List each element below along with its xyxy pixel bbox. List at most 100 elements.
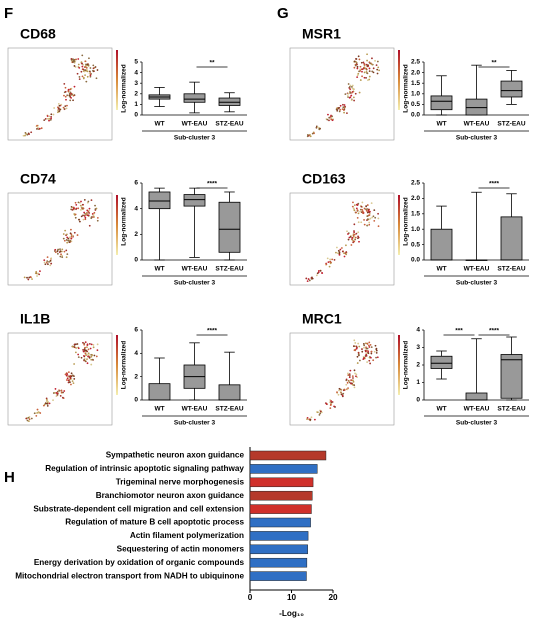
umap-dot (357, 72, 360, 75)
bar-label: Sequestering of actin monomers (117, 544, 245, 553)
umap-dot (74, 216, 77, 219)
umap-dot (87, 352, 90, 355)
umap-dot (68, 236, 71, 239)
x-tick-label: STZ-EAU (215, 406, 243, 413)
umap-dot (71, 209, 74, 211)
umap-dot (22, 134, 25, 137)
y-tick-label: 0.5 (411, 101, 420, 108)
umap-dot (66, 104, 68, 107)
y-tick-label: 0 (416, 397, 420, 404)
umap-dot (376, 60, 379, 63)
umap-dot (89, 75, 92, 78)
umap-dot (355, 58, 358, 60)
umap-dot (331, 258, 334, 261)
umap-dot (53, 391, 56, 394)
umap-dot (338, 389, 340, 392)
umap-dot (66, 376, 69, 378)
umap-dot (35, 270, 38, 273)
umap-dot (96, 349, 99, 352)
umap-dot (64, 95, 67, 98)
umap-dot (363, 223, 366, 226)
umap-dot (36, 408, 39, 411)
umap-dot (76, 234, 79, 236)
umap-dot (345, 253, 348, 256)
x-tick-label: WT-EAU (464, 121, 490, 128)
umap-dot (96, 69, 99, 71)
umap-dot (370, 350, 373, 353)
umap-dot (56, 252, 59, 255)
umap-dot (93, 211, 96, 214)
umap-dot (343, 111, 345, 114)
umap-dot (337, 393, 340, 396)
umap-dot (73, 378, 76, 380)
umap-dot (62, 237, 65, 240)
umap-dot (87, 214, 90, 217)
umap-dot (73, 375, 75, 378)
umap-dot (329, 403, 332, 406)
umap-dot (44, 263, 47, 266)
umap-dot (375, 356, 377, 359)
umap-dot (356, 362, 359, 364)
bar-label: Mitochondrial electron transport from NA… (15, 571, 244, 580)
umap-dot (359, 65, 362, 68)
umap-dot (86, 63, 89, 66)
umap-dot (49, 119, 52, 121)
umap-dot (39, 270, 41, 273)
bar-label: Regulation of mature B cell apoptotic pr… (65, 518, 244, 527)
umap-dot (353, 60, 356, 63)
umap-dot (63, 82, 66, 85)
umap-dot (80, 206, 83, 209)
box (183, 93, 206, 103)
umap-dot (306, 133, 309, 136)
box (500, 216, 523, 261)
umap-dot (306, 418, 308, 421)
umap-dot (352, 234, 355, 237)
gene-title: IL1B (20, 311, 50, 327)
umap-dot (48, 119, 50, 122)
umap-dot (86, 346, 88, 349)
umap-dot (346, 230, 348, 233)
bar (249, 504, 312, 514)
umap-dot (354, 92, 357, 95)
umap-dot (374, 59, 376, 62)
significance-label: **** (207, 181, 218, 188)
umap-dot (61, 256, 64, 259)
umap-dot (92, 64, 95, 67)
umap-dot (80, 200, 82, 203)
umap-dot (327, 261, 330, 263)
y-tick-label: 0.0 (411, 112, 420, 119)
x-tick-label: WT-EAU (182, 406, 208, 413)
umap-dot (352, 201, 354, 204)
umap-dot (77, 58, 80, 60)
umap-dot (347, 238, 350, 241)
umap-dot (356, 76, 359, 79)
box (218, 97, 241, 106)
umap-dot (82, 68, 85, 71)
y-tick-label: 2 (134, 373, 138, 380)
umap-dot (326, 257, 329, 260)
umap-dot (89, 347, 92, 350)
umap-dot (80, 209, 82, 211)
umap-dot (34, 272, 37, 275)
umap-dot (342, 389, 345, 392)
umap-dot (43, 259, 46, 262)
umap-dot (358, 345, 361, 348)
umap-dot (325, 263, 328, 266)
umap-dot (81, 54, 84, 57)
umap-dot (69, 91, 72, 94)
umap-dot (331, 115, 334, 118)
umap-dot (38, 273, 41, 276)
x-axis-label: Sub-cluster 3 (456, 280, 498, 287)
umap-dot (78, 201, 81, 204)
umap-dot (74, 351, 77, 354)
umap-dot (348, 380, 350, 382)
umap-dot (83, 198, 86, 201)
umap-dot (60, 250, 63, 253)
y-tick-label: 2.5 (411, 180, 420, 187)
box (148, 383, 171, 401)
umap-dot (93, 216, 95, 218)
umap-dot (54, 388, 57, 390)
umap-dot (72, 207, 75, 210)
umap-dot (70, 228, 72, 231)
umap-dot (353, 204, 356, 207)
